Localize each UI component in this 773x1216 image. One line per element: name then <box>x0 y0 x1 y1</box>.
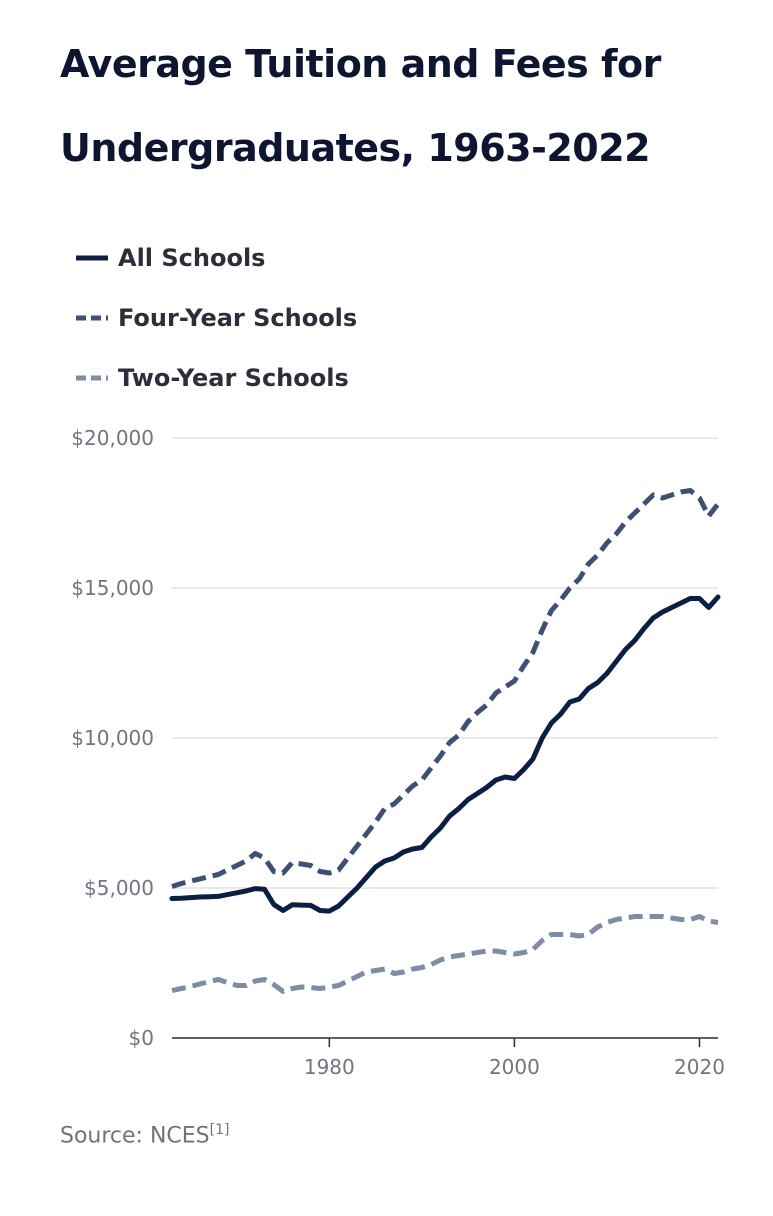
legend-label-all-schools: All Schools <box>118 244 266 272</box>
y-tick-label-20000: $20,000 <box>71 426 154 450</box>
legend-item-all-schools[interactable]: All Schools <box>76 228 357 288</box>
legend-item-two-year-schools[interactable]: Two-Year Schools <box>76 348 357 408</box>
x-tick-label-2020: 2020 <box>674 1055 725 1079</box>
y-tick-label-0: $0 <box>129 1026 154 1050</box>
legend-label-two-year-schools: Two-Year Schools <box>118 364 349 392</box>
x-tick-label-1980: 1980 <box>304 1055 355 1079</box>
series-line-four-year-schools <box>171 488 720 889</box>
y-tick-label-5000: $5,000 <box>84 876 154 900</box>
legend-swatch-four-year-schools <box>76 315 108 321</box>
series-line-all-schools <box>169 594 721 914</box>
x-tick-label-2000: 2000 <box>489 1055 540 1079</box>
source-reference[interactable]: [1] <box>209 1122 230 1138</box>
chart-legend: All Schools Four-Year Schools Two-Year S… <box>76 228 357 408</box>
legend-swatch-all-schools <box>76 255 108 261</box>
legend-swatch-two-year-schools <box>76 375 108 381</box>
source-note: Source: NCES[1] <box>60 1122 230 1148</box>
source-label: Source: NCES <box>60 1123 210 1149</box>
y-tick-label-10000: $10,000 <box>71 726 154 750</box>
series-line-two-year-schools <box>171 914 719 994</box>
legend-label-four-year-schools: Four-Year Schools <box>118 304 358 332</box>
chart-title: Average Tuition and Fees for Undergradua… <box>60 42 661 170</box>
line-chart: $0 $5,000 $10,000 $15,000 $20,000 1980 2000 202… <box>71 426 725 1079</box>
legend-item-four-year-schools[interactable]: Four-Year Schools <box>76 288 357 348</box>
y-tick-label-15000: $15,000 <box>71 576 154 600</box>
